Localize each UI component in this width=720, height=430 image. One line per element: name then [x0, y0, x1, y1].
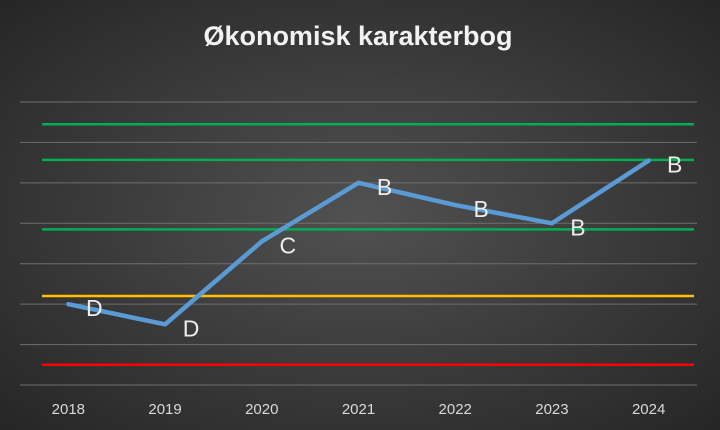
- data-label: D: [86, 295, 103, 321]
- data-label: B: [667, 152, 682, 178]
- data-line: [66, 158, 651, 327]
- x-tick-label: 2019: [148, 401, 181, 418]
- x-tick-label: 2022: [439, 401, 472, 418]
- x-tick-label: 2021: [342, 401, 375, 418]
- data-label: B: [474, 196, 489, 222]
- data-label: C: [279, 233, 296, 259]
- data-label: D: [183, 315, 200, 341]
- x-tick-label: 2023: [535, 401, 568, 418]
- data-label: B: [377, 174, 392, 200]
- x-tick-label: 2018: [52, 401, 85, 418]
- data-label: B: [570, 214, 585, 240]
- chart-title: Økonomisk karakterbog: [203, 21, 512, 51]
- x-tick-label: 2020: [245, 401, 278, 418]
- x-tick-label: 2024: [632, 401, 665, 418]
